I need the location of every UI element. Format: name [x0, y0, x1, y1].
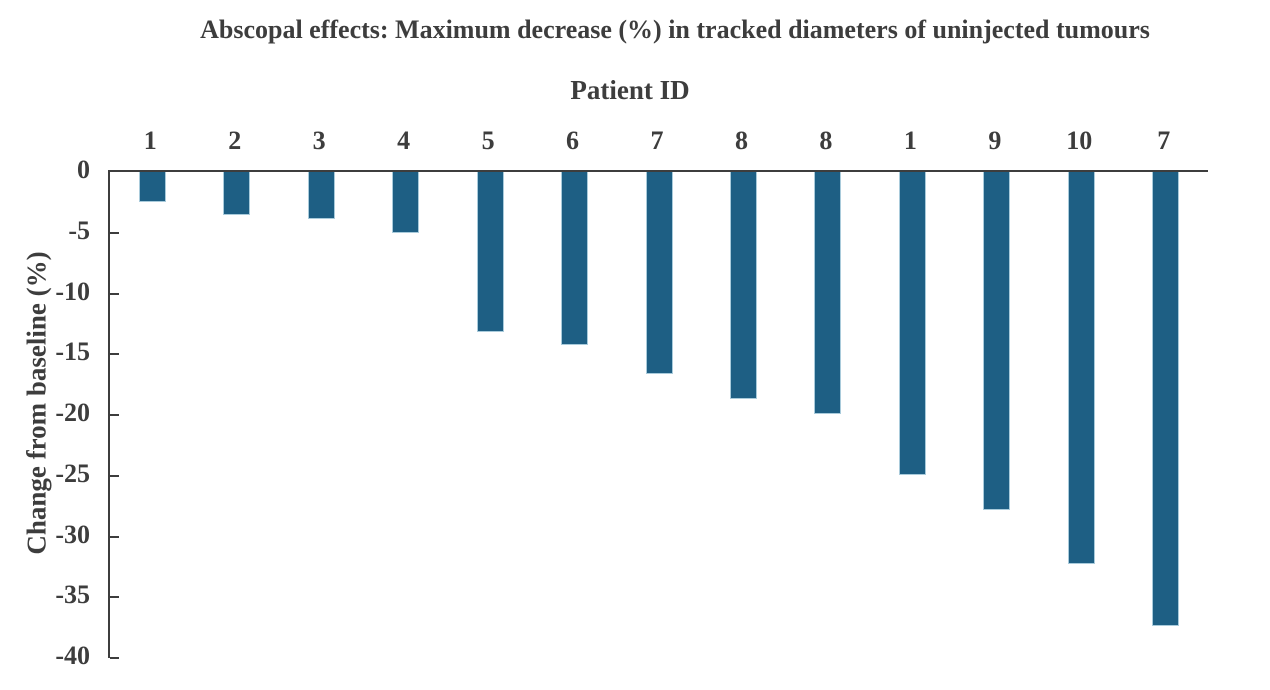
x-axis-category-label: 1 [903, 126, 917, 155]
y-axis-tick-label: -5 [68, 215, 90, 245]
x-axis-category-label: 2 [228, 126, 242, 155]
y-axis-tick-mark [110, 353, 119, 356]
x-axis-category-label: 7 [650, 126, 664, 155]
bar-patient-8 [814, 172, 842, 414]
x-axis-category-label: 10 [1066, 126, 1093, 155]
y-axis-tick-mark [110, 414, 119, 416]
y-axis-tick-label: -10 [55, 276, 90, 306]
x-axis-category-label: 7 [1157, 126, 1171, 155]
bar-patient-7 [645, 172, 673, 374]
bar-patient-1 [898, 172, 926, 475]
chart-title: Abscopal effects: Maximum decrease (%) i… [200, 15, 1150, 44]
bar-patient-9 [983, 172, 1011, 510]
bar-patient-2 [223, 172, 251, 215]
plot-area [108, 170, 1208, 659]
y-axis-tick-mark [110, 292, 119, 295]
bar-patient-4 [392, 172, 420, 233]
y-axis-tick-label: -25 [55, 458, 90, 488]
x-axis-category-label: 4 [397, 126, 411, 155]
y-axis-tick-label: -40 [55, 641, 90, 670]
x-axis-title: Patient ID [570, 75, 690, 105]
x-axis-category-label: 9 [988, 126, 1002, 155]
y-axis-tick-mark [110, 596, 119, 599]
y-axis-tick-mark [110, 535, 119, 538]
x-axis-category-label: 6 [566, 126, 580, 155]
y-axis-tick-label: -20 [55, 398, 90, 427]
x-axis-category-label: 8 [734, 126, 748, 155]
x-axis-category-label: 5 [481, 126, 495, 155]
y-axis-tick-label: -15 [55, 337, 90, 367]
y-axis-tick-mark [110, 231, 119, 234]
bar-patient-6 [561, 172, 589, 345]
x-axis-category-label: 3 [312, 126, 326, 155]
bar-patient-10 [1067, 172, 1095, 565]
x-axis-category-label: 1 [143, 126, 157, 155]
y-axis-tick-label: 0 [77, 155, 90, 184]
bar-patient-7 [1152, 172, 1180, 627]
y-axis-tick-mark [110, 657, 119, 659]
y-axis-tick-mark [110, 474, 119, 477]
bar-patient-3 [307, 172, 335, 220]
x-axis-category-label: 8 [819, 126, 833, 155]
y-axis-tick-label: -30 [55, 519, 90, 549]
bar-patient-8 [729, 172, 757, 400]
bar-patient-5 [476, 172, 504, 333]
bar-patient-1 [138, 172, 166, 203]
y-axis-tick-label: -35 [55, 580, 90, 610]
